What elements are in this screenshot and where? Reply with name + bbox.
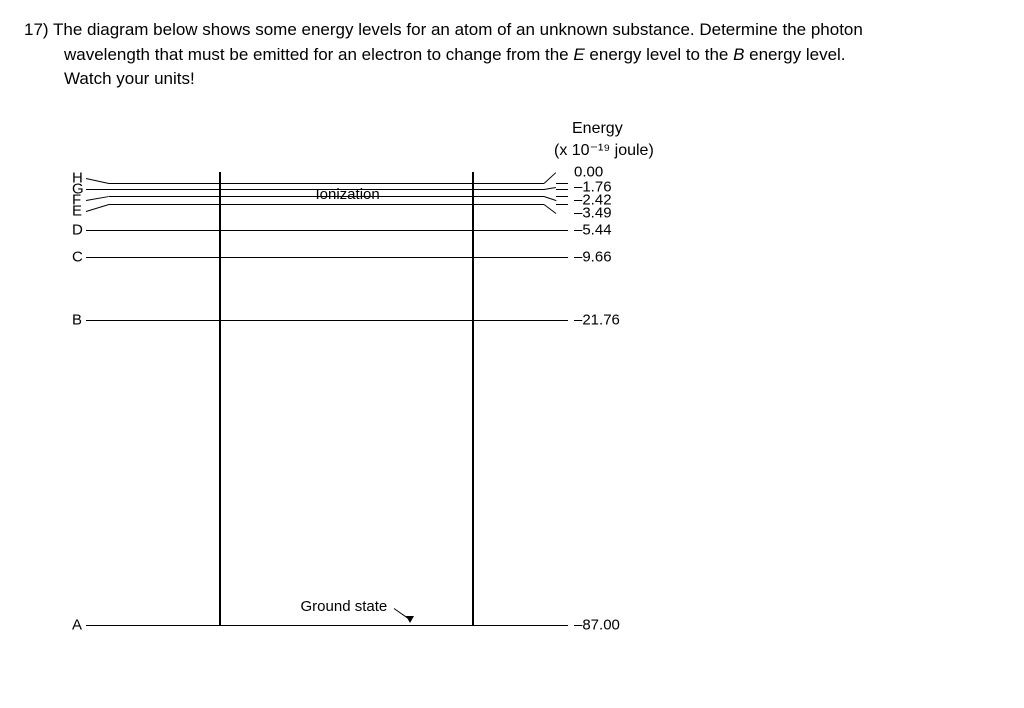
ionization-label: Ionization [316, 186, 380, 203]
level-line-right-E [556, 204, 568, 206]
label-lead-C [86, 257, 109, 258]
level-line-right-A [556, 625, 568, 627]
vertical-bar-left [219, 172, 221, 625]
level-label-E: E [72, 202, 82, 219]
level-value-C: –9.66 [574, 248, 612, 265]
level-label-C: C [72, 248, 83, 265]
label-lead-B [86, 320, 109, 321]
level-value-E: –3.49 [574, 204, 612, 221]
level-label-A: A [72, 616, 82, 633]
label-lead-A [86, 625, 109, 626]
label-lead-H [86, 178, 109, 184]
question-block: 17) The diagram below shows some energy … [24, 18, 1000, 92]
value-lead-H [544, 172, 557, 184]
question-line1: The diagram below shows some energy leve… [53, 20, 863, 39]
level-line-right-G [556, 189, 568, 191]
axis-title-energy: Energy [572, 120, 623, 138]
level-line-C [109, 257, 544, 259]
level-line-H [109, 183, 544, 185]
emphasis-b: B [733, 45, 744, 64]
level-line-right-F [556, 196, 568, 198]
axis-title-units: (x 10⁻¹⁹ joule) [554, 140, 654, 160]
label-lead-F [86, 196, 109, 201]
level-line-right-C [556, 257, 568, 259]
value-lead-A [544, 625, 556, 626]
emphasis-e: E [573, 45, 584, 64]
level-line-A [109, 625, 544, 627]
level-line-right-D [556, 230, 568, 232]
value-lead-F [544, 196, 556, 201]
level-line-right-H [556, 183, 568, 185]
level-value-B: –21.76 [574, 311, 620, 328]
level-line-right-B [556, 320, 568, 322]
question-number: 17) [24, 20, 49, 39]
ground-state-label: Ground state [301, 598, 388, 615]
value-lead-B [544, 320, 556, 321]
vertical-bar-right [472, 172, 474, 625]
label-lead-E [86, 204, 109, 212]
value-lead-E [544, 204, 557, 214]
level-label-B: B [72, 311, 82, 328]
level-label-D: D [72, 221, 83, 238]
level-line-D [109, 230, 544, 232]
level-line-E [109, 204, 544, 206]
energy-level-diagram: Energy(x 10⁻¹⁹ joule)H0.00G–1.76F–2.42E–… [54, 120, 694, 660]
label-lead-D [86, 230, 109, 231]
value-lead-G [544, 187, 556, 190]
value-lead-D [544, 230, 556, 231]
level-value-A: –87.00 [574, 616, 620, 633]
level-line-B [109, 320, 544, 322]
ground-state-arrow-icon [406, 616, 414, 623]
level-value-D: –5.44 [574, 221, 612, 238]
label-lead-G [86, 189, 109, 190]
question-line2: wavelength that must be emitted for an e… [24, 43, 1000, 68]
question-line3: Watch your units! [24, 67, 1000, 92]
value-lead-C [544, 257, 556, 258]
